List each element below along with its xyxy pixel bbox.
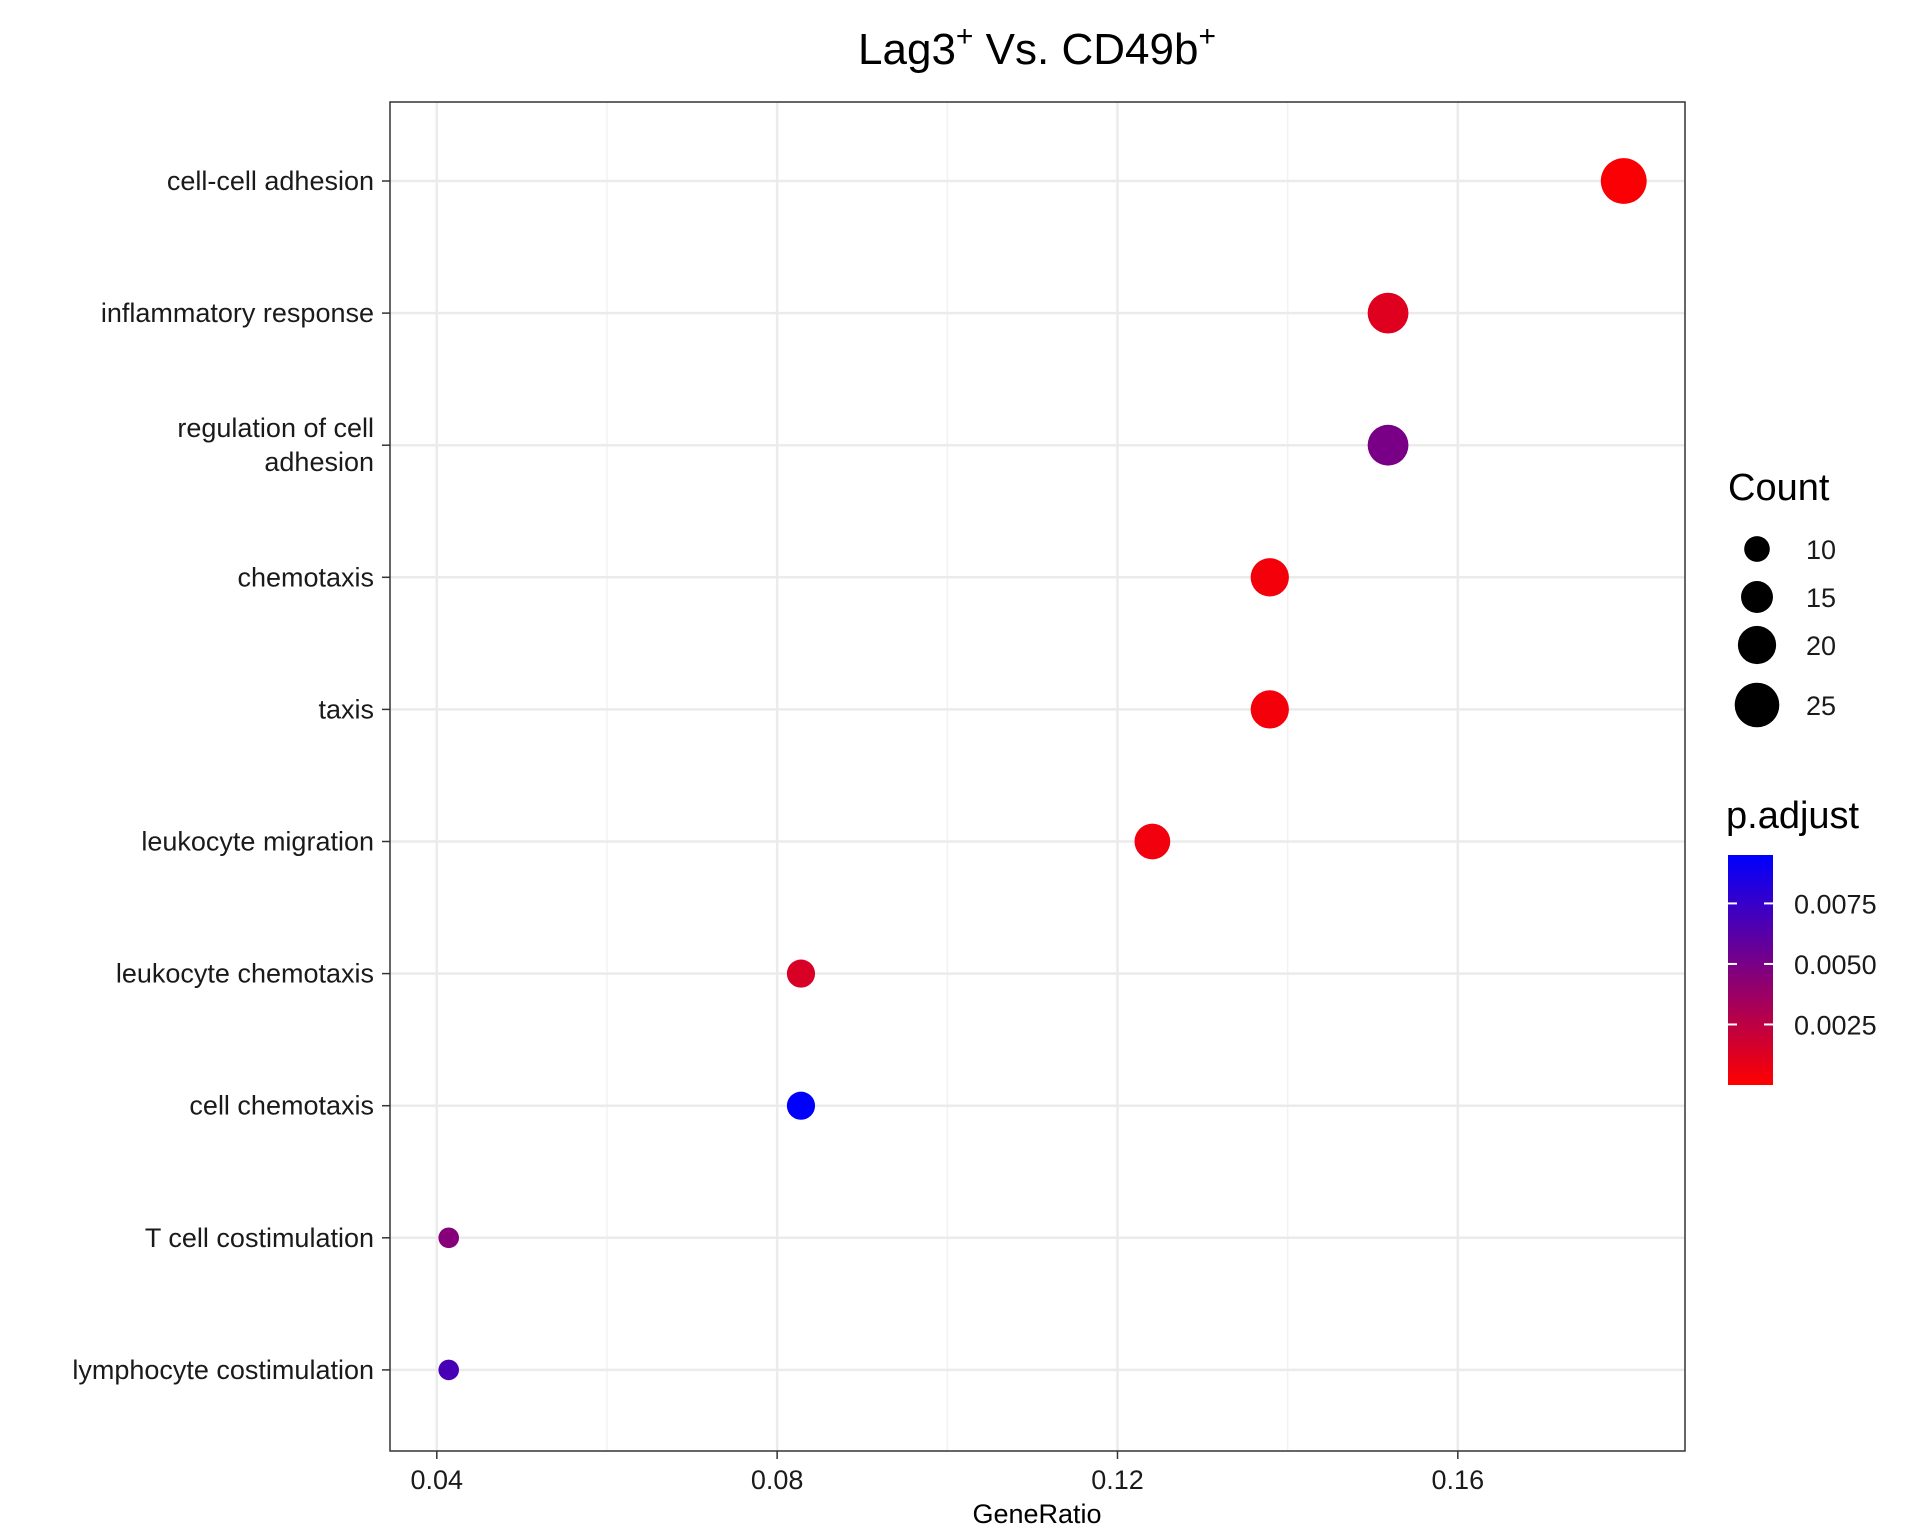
y-category-label: T cell costimulation: [145, 1223, 374, 1253]
color-legend: p.adjust 0.0075 0.0050 0.0025: [1726, 795, 1877, 1085]
data-point: [438, 1227, 460, 1249]
data-point: [1367, 424, 1409, 466]
y-category-label: leukocyte chemotaxis: [116, 959, 374, 989]
data-point: [1250, 558, 1289, 597]
y-category-label: regulation of cell adhesion: [177, 413, 374, 477]
data-point: [786, 1091, 816, 1120]
y-category-label: chemotaxis: [237, 562, 374, 592]
y-axis: cell-cell adhesion inflammatory response r…: [72, 166, 390, 1385]
color-legend-title: p.adjust: [1726, 795, 1860, 837]
x-tick-label: 0.12: [1091, 1465, 1144, 1495]
x-axis-title: GeneRatio: [972, 1499, 1101, 1529]
size-legend-key: [1744, 536, 1770, 562]
y-category-label: leukocyte migration: [141, 827, 374, 857]
x-tick-label: 0.16: [1432, 1465, 1485, 1495]
data-points: [438, 158, 1647, 1381]
size-legend-label: 10: [1806, 535, 1836, 565]
x-tick-label: 0.04: [411, 1465, 464, 1495]
chart-title: Lag3+ Vs. CD49b+: [858, 20, 1216, 74]
size-legend-label: 15: [1806, 583, 1836, 613]
y-category-label: inflammatory response: [101, 298, 374, 328]
y-category-label: taxis: [318, 694, 374, 724]
plot-panel-background: [390, 102, 1685, 1451]
data-point: [1134, 823, 1171, 860]
data-point: [1367, 292, 1409, 334]
x-tick-label: 0.08: [751, 1465, 804, 1495]
minor-gridlines: [606, 102, 1289, 1451]
color-bar: [1728, 855, 1773, 1085]
plot-panel-border: [389, 101, 1686, 1452]
color-legend-label: 0.0050: [1794, 950, 1877, 980]
size-legend: Count 10 15 20 25: [1728, 467, 1836, 728]
size-legend-label: 25: [1806, 691, 1836, 721]
data-point: [786, 959, 816, 988]
size-legend-label: 20: [1806, 631, 1836, 661]
size-legend-keys: 10 15 20 25: [1734, 535, 1836, 728]
y-category-label: cell-cell adhesion: [167, 166, 374, 196]
data-point: [1600, 158, 1647, 204]
size-legend-key: [1741, 581, 1773, 613]
color-legend-label: 0.0075: [1794, 889, 1877, 919]
major-gridlines: [390, 102, 1685, 1451]
size-legend-key: [1734, 682, 1780, 728]
color-legend-label: 0.0025: [1794, 1010, 1877, 1040]
y-category-label: cell chemotaxis: [189, 1091, 374, 1121]
data-point: [438, 1359, 460, 1381]
color-legend-ticks: 0.0075 0.0050 0.0025: [1728, 889, 1877, 1040]
size-legend-title: Count: [1728, 467, 1830, 509]
x-axis: 0.04 0.08 0.12 0.16: [411, 1451, 1485, 1495]
size-legend-key: [1737, 625, 1777, 665]
data-point: [1250, 690, 1289, 729]
y-category-label: lymphocyte costimulation: [72, 1355, 374, 1385]
